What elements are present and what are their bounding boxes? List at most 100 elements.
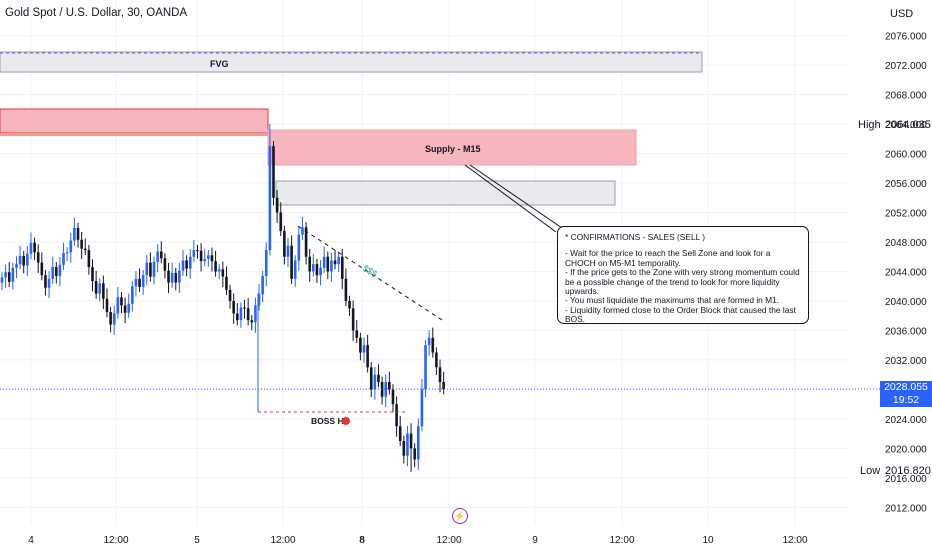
candle-body — [417, 426, 420, 460]
bar-countdown: 19:52 — [892, 394, 920, 406]
candle-body — [221, 269, 225, 277]
candle-body — [15, 264, 18, 268]
candle-body — [217, 269, 221, 272]
candle-body — [98, 283, 102, 294]
candle-body — [80, 239, 83, 249]
time-tick-label: 12:00 — [103, 535, 128, 546]
candle-body — [65, 252, 69, 254]
callout-header: * CONFIRMATIONS - SALES (SELL ) — [565, 232, 706, 242]
candle-body — [207, 255, 210, 259]
candle-body — [395, 404, 398, 427]
candle-body — [127, 303, 130, 313]
candle-body — [18, 256, 22, 265]
candle-body — [333, 260, 337, 265]
candle-body — [369, 367, 373, 390]
low-label: Low — [860, 465, 881, 477]
candle-body — [293, 260, 297, 279]
bos-marker-icon — [342, 417, 350, 425]
candle-body — [225, 276, 228, 290]
candle-body — [380, 382, 384, 397]
lightning-icon[interactable]: ⚡ — [452, 508, 468, 524]
candle-body — [297, 234, 301, 261]
currency-label[interactable]: USD — [890, 8, 914, 20]
time-tick-label: 12:00 — [609, 535, 634, 546]
price-tick-label: 2052.000 — [885, 209, 927, 220]
price-tick-label: 2056.000 — [885, 179, 927, 190]
time-tick-label: 10 — [702, 535, 714, 546]
candle-body — [178, 270, 181, 283]
price-tick-label: 2040.000 — [885, 297, 927, 308]
confirmations-callout[interactable]: * CONFIRMATIONS - SALES (SELL ) - Wait f… — [557, 226, 809, 324]
candle-body — [326, 256, 330, 272]
time-tick-label: 4 — [28, 535, 34, 546]
candle-body — [420, 389, 424, 427]
candle-body — [4, 272, 7, 278]
candle-body — [254, 305, 257, 323]
candle-body — [290, 245, 293, 279]
candle-body — [33, 242, 36, 253]
candle-body — [250, 320, 254, 323]
chart-zones — [0, 51, 703, 206]
candle-body — [377, 374, 380, 383]
candle-body — [141, 275, 145, 287]
callout-pointer-b — [469, 164, 563, 229]
candle-body — [40, 262, 44, 276]
high-value: 2064.035 — [885, 119, 931, 131]
candle-body — [239, 307, 243, 321]
symbol-title[interactable]: Gold Spot / U.S. Dollar, 30, OANDA — [5, 7, 188, 19]
candle-body — [286, 245, 290, 257]
price-tick-label: 2016.000 — [885, 474, 927, 485]
low-value: 2016.820 — [885, 465, 931, 477]
bos-label: BOSS H1 — [311, 416, 349, 426]
last-price-badge: 2028.055 19:52 — [880, 381, 932, 407]
time-tick-label: 12:00 — [270, 535, 295, 546]
candle-body — [192, 250, 196, 257]
candle-body — [362, 345, 366, 353]
price-tick-label: 2048.000 — [885, 238, 927, 249]
supply-zone-m15 — [267, 129, 637, 166]
candle-body — [131, 286, 134, 304]
callout-line-4: - Liquidity formed close to the Order Bl… — [565, 304, 796, 324]
candle-body — [409, 433, 413, 449]
candle-body — [58, 264, 62, 276]
candle-body — [388, 382, 391, 390]
candle-body — [398, 426, 402, 441]
candle-body — [243, 307, 246, 309]
price-tick-label: 2060.000 — [885, 150, 927, 161]
fvg-zone — [0, 51, 703, 73]
candle-body — [427, 337, 431, 346]
candle-body — [435, 352, 438, 368]
candle-body — [51, 267, 54, 279]
price-tick-label: 2064.000 — [885, 120, 927, 131]
candle-body — [11, 267, 15, 282]
candle-body — [402, 440, 406, 456]
candle-body — [308, 256, 311, 272]
candle-body — [156, 251, 159, 262]
candle-body — [438, 367, 442, 383]
candle-body — [272, 146, 275, 198]
candle-body — [152, 261, 156, 277]
candle-body — [47, 278, 51, 288]
candle-body — [138, 278, 141, 287]
candle-body — [344, 278, 348, 301]
candle-body — [69, 240, 73, 253]
price-tick-label: 2012.000 — [885, 503, 927, 514]
candle-body — [167, 270, 170, 283]
candle-body — [91, 267, 94, 282]
candle-body — [83, 248, 87, 251]
candle-body — [26, 253, 29, 266]
time-tick-label: 8 — [359, 535, 365, 546]
price-tick-label: 2020.000 — [885, 444, 927, 455]
candle-body — [134, 278, 138, 287]
candle-body — [105, 298, 109, 313]
candle-body — [312, 264, 315, 272]
candle-body — [319, 267, 322, 276]
liquidity-label: $$$ — [361, 263, 379, 279]
candle-body — [185, 260, 188, 269]
price-tick-label: 2072.000 — [885, 61, 927, 72]
gray-zone — [275, 180, 616, 206]
candle-body — [261, 275, 264, 295]
callout-line-1: - Wait for the price to reach the Sell Z… — [565, 248, 771, 268]
